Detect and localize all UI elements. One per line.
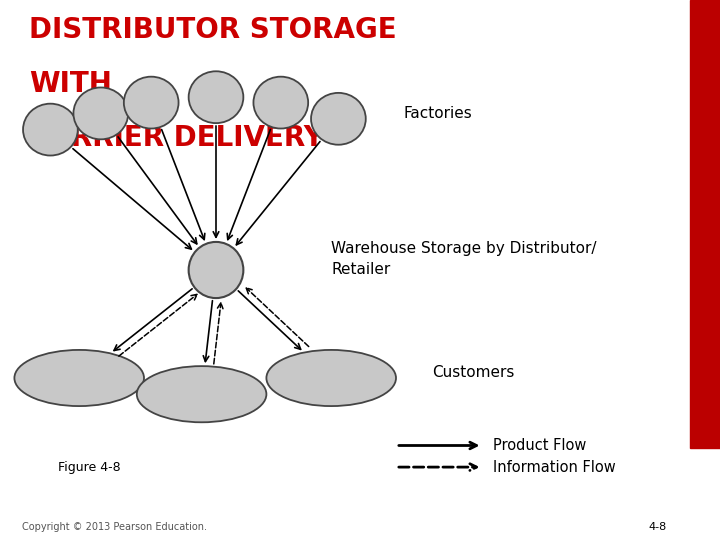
Ellipse shape xyxy=(189,71,243,123)
Bar xyxy=(690,0,720,448)
Ellipse shape xyxy=(124,77,179,129)
Ellipse shape xyxy=(23,104,78,156)
Ellipse shape xyxy=(253,77,308,129)
Ellipse shape xyxy=(14,350,144,406)
Ellipse shape xyxy=(137,366,266,422)
Text: Warehouse Storage by Distributor/
Retailer: Warehouse Storage by Distributor/ Retail… xyxy=(331,241,597,277)
Text: Factories: Factories xyxy=(403,106,472,121)
Text: Product Flow: Product Flow xyxy=(493,438,587,453)
Text: Figure 4-8: Figure 4-8 xyxy=(58,461,120,474)
Text: 4-8: 4-8 xyxy=(648,522,666,532)
Text: DISTRIBUTOR STORAGE: DISTRIBUTOR STORAGE xyxy=(29,16,397,44)
Text: Information Flow: Information Flow xyxy=(493,460,616,475)
Text: Customers: Customers xyxy=(432,365,514,380)
Text: CARRIER DELIVERY: CARRIER DELIVERY xyxy=(29,124,324,152)
Text: Copyright © 2013 Pearson Education.: Copyright © 2013 Pearson Education. xyxy=(22,522,207,532)
Ellipse shape xyxy=(73,87,128,139)
Ellipse shape xyxy=(189,242,243,298)
Ellipse shape xyxy=(311,93,366,145)
Text: WITH: WITH xyxy=(29,70,112,98)
Ellipse shape xyxy=(266,350,396,406)
